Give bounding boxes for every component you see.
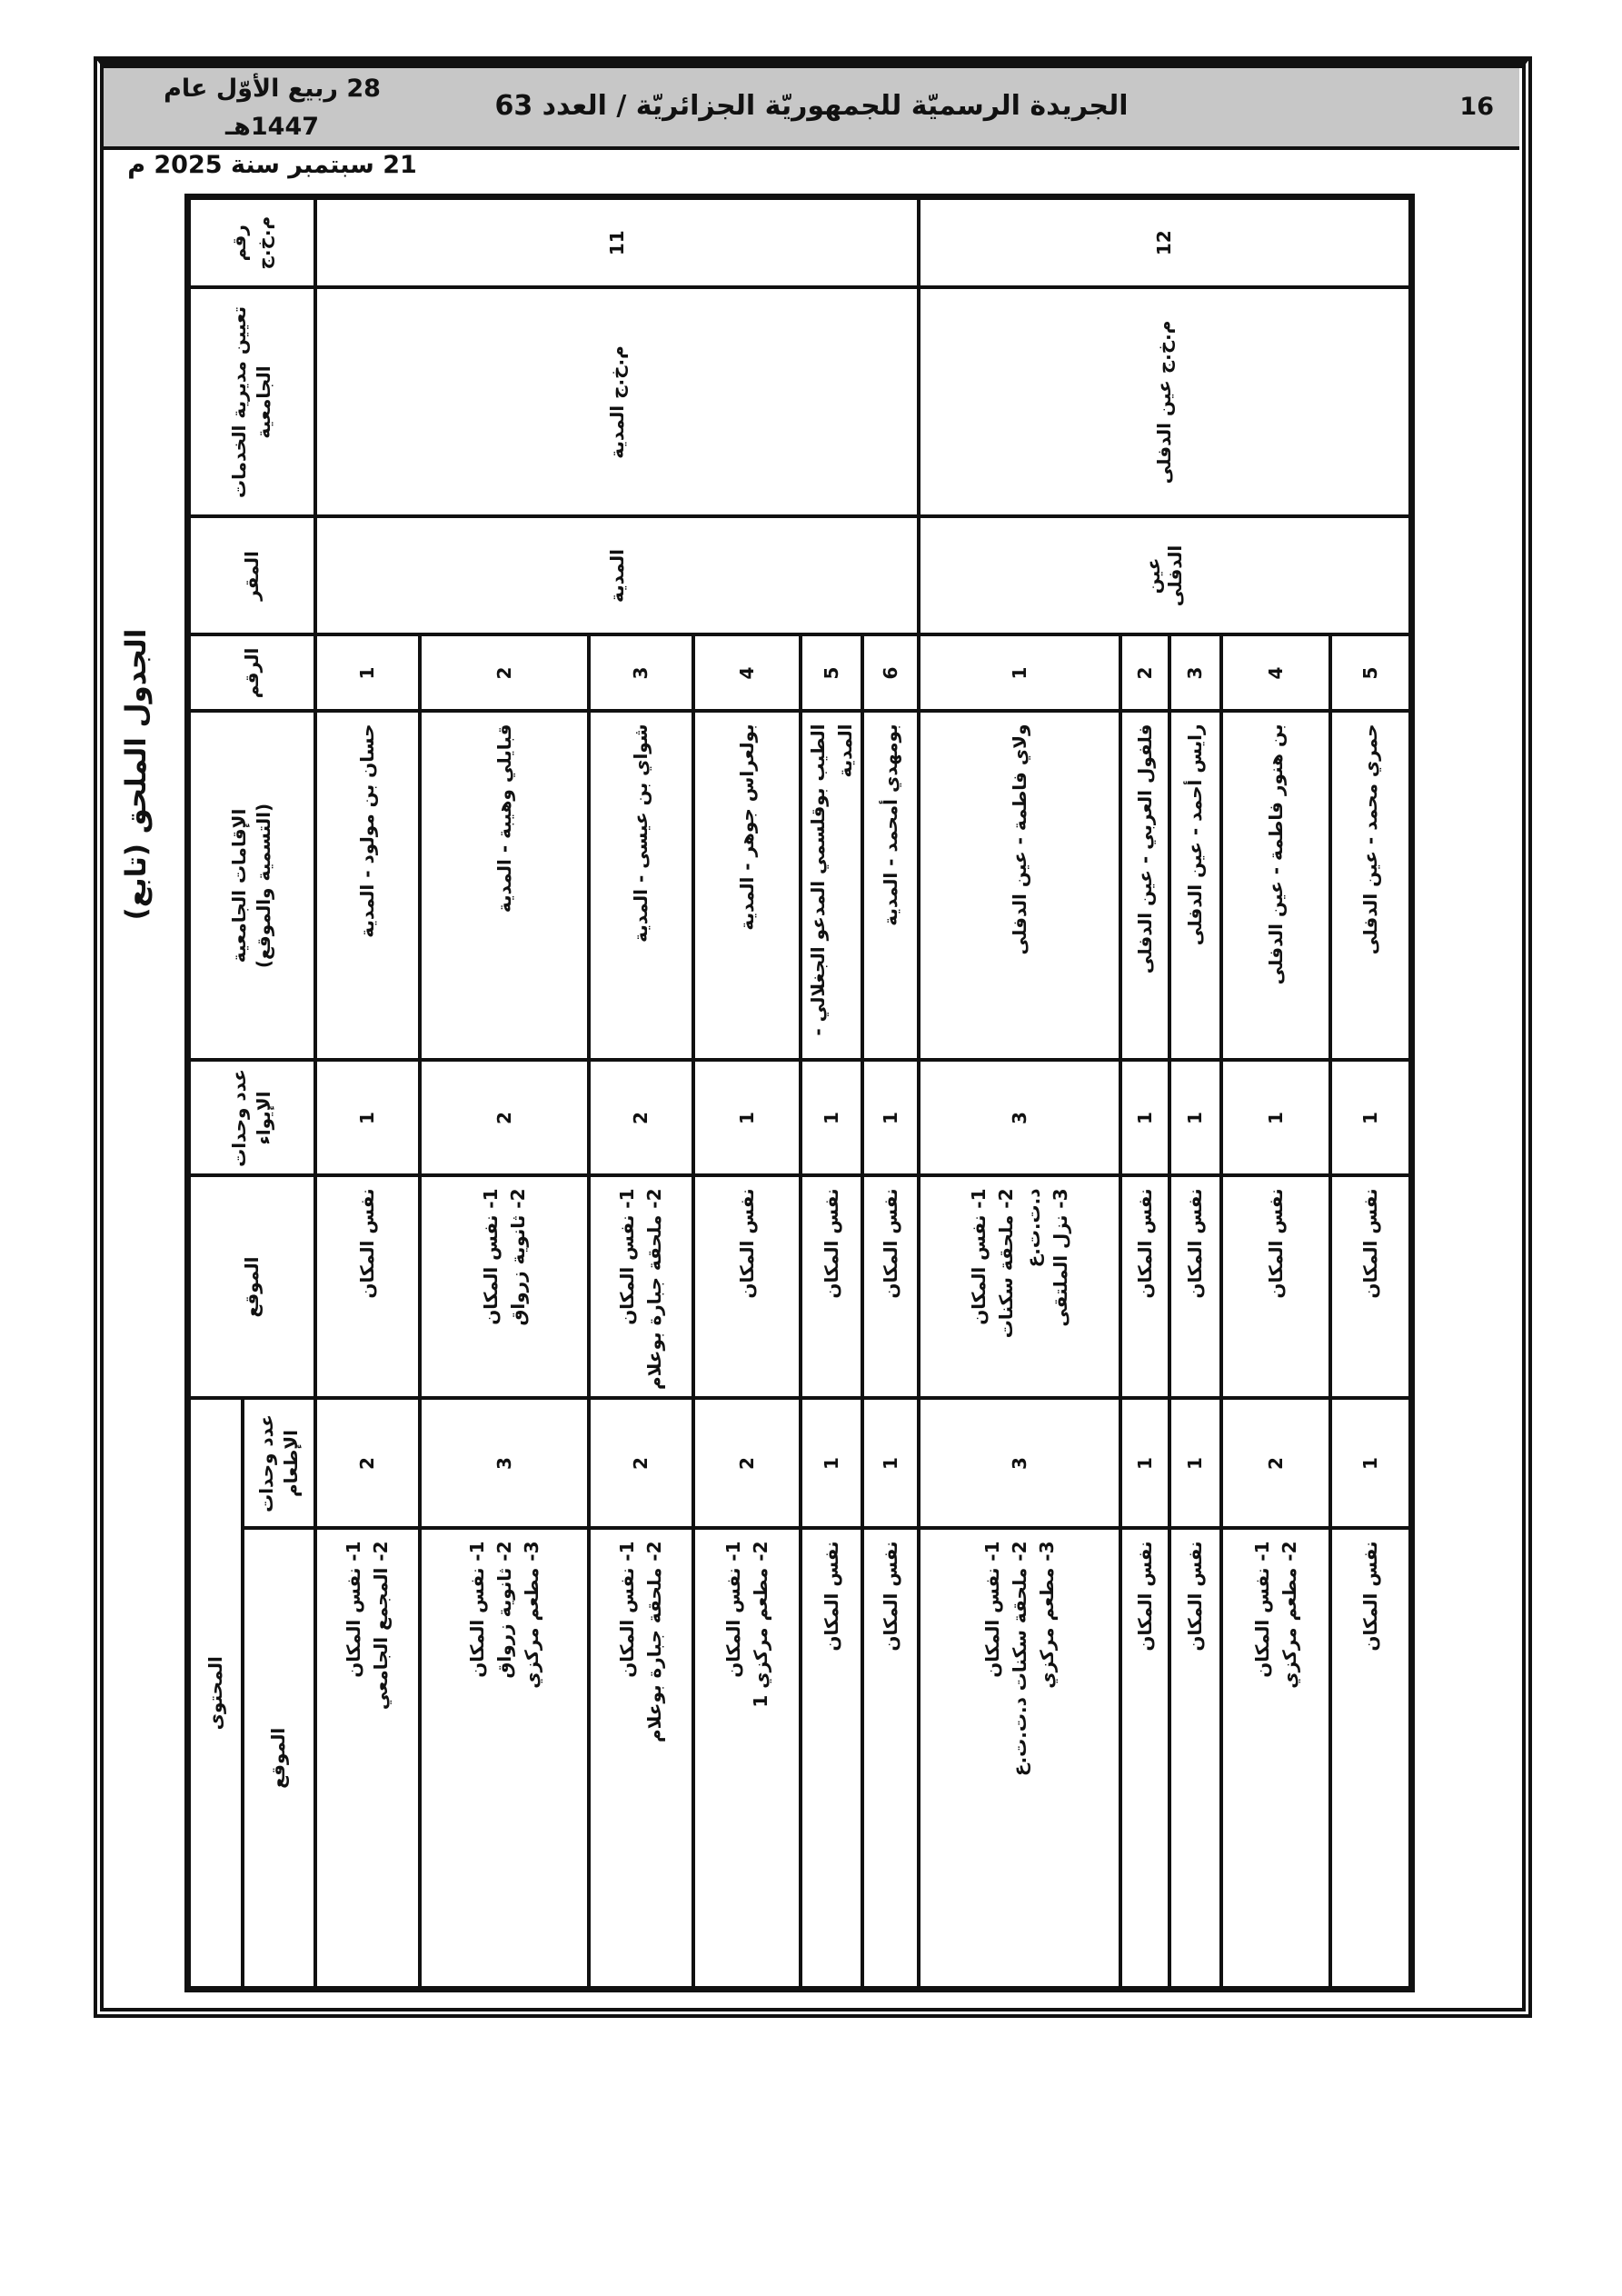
- cell-residence-name: بومهدي أمحمد - المدية: [861, 711, 919, 1061]
- cell-catering-units: 1: [1119, 1398, 1169, 1529]
- cell-residence-name: حمري محمد - عين الدفلى: [1329, 711, 1412, 1061]
- cell-accommodation-units: 1: [1220, 1060, 1330, 1176]
- cell-residence-number: 4: [692, 634, 801, 712]
- annex-table-wrapper: رقم م.خ.ج تعيين مديرية الخدمات الجامعية …: [184, 193, 1415, 1992]
- cell-accommodation-units: 1: [692, 1060, 801, 1176]
- cell-catering-units: 2: [1220, 1398, 1330, 1529]
- col-header-mkj-number: رقم م.خ.ج: [187, 196, 315, 288]
- cell-residence-number: 3: [588, 634, 693, 712]
- col-header-content-location: الموقع: [242, 1528, 315, 1990]
- cell-catering-units: 2: [314, 1398, 420, 1529]
- cell-accommodation-location: 1- نفس المكان 2- ثانوية زرواق: [419, 1175, 589, 1399]
- cell-accommodation-units: 1: [800, 1060, 862, 1176]
- col-header-directorate: تعيين مديرية الخدمات الجامعية: [187, 287, 315, 517]
- cell-accommodation-location: نفس المكان: [1329, 1175, 1412, 1399]
- cell-catering-location: 1- نفس المكان 2- المجمع الجامعي: [314, 1528, 420, 1990]
- col-header-number: الرقم: [187, 634, 315, 712]
- cell-catering-units: 1: [861, 1398, 919, 1529]
- cell-residence-number: 2: [419, 634, 589, 712]
- cell-residence-name: قبايلي وهيبة - المدية: [419, 711, 589, 1061]
- cell-catering-units: 2: [692, 1398, 801, 1529]
- cell-residence-number: 5: [800, 634, 862, 712]
- cell-catering-location: 1- نفس المكان 2- مطعم مركزي: [1220, 1528, 1330, 1990]
- page-frame: [94, 56, 1532, 2018]
- cell-catering-units: 2: [588, 1398, 693, 1529]
- cell-accommodation-location: نفس المكان: [314, 1175, 420, 1399]
- cell-directorate: م.خ.ج المدية: [314, 287, 919, 517]
- cell-residence-name: ولاي فاطمة - عين الدفلى: [918, 711, 1120, 1061]
- cell-residence-number: 1: [314, 634, 420, 712]
- cell-catering-location: نفس المكان: [1169, 1528, 1221, 1990]
- journal-title: الجريدة الرسميّة للجمهوريّة الجزائريّة /…: [494, 90, 1129, 122]
- cell-accommodation-location: نفس المكان: [1119, 1175, 1169, 1399]
- cell-residence-name: رايس أحمد - عين الدفلى: [1169, 711, 1221, 1061]
- cell-residence-number: 4: [1220, 634, 1330, 712]
- cell-residence-name: بولعراس جوهر - المدية: [692, 711, 801, 1061]
- cell-seat: عين الدفلى: [918, 516, 1412, 635]
- cell-accommodation-units: 2: [588, 1060, 693, 1176]
- hijri-date: 28 ربيع الأوّل عام 1447هـ: [164, 75, 381, 141]
- cell-accommodation-units: 2: [419, 1060, 589, 1176]
- cell-residence-number: 6: [861, 634, 919, 712]
- rotated-sheet: الجدول الملحق (تابع) رقم م.خ.ج تعيين مدي…: [107, 193, 1495, 1992]
- cell-catering-units: 1: [1169, 1398, 1221, 1529]
- cell-directorate: م.خ.ج عين الدفلى: [918, 287, 1412, 517]
- cell-catering-location: نفس المكان: [1119, 1528, 1169, 1990]
- cell-residence-number: 2: [1119, 634, 1169, 712]
- header-dates: 28 ربيع الأوّل عام 1447هـ 21 سبتمبر سنة …: [120, 70, 424, 185]
- page-header-band: 28 ربيع الأوّل عام 1447هـ 21 سبتمبر سنة …: [104, 68, 1519, 179]
- cell-residence-name: فلفول العربي - عين الدفلى: [1119, 711, 1169, 1061]
- col-header-accommodation-units: عدد وحدات الإيواء: [187, 1060, 315, 1176]
- cell-catering-units: 3: [918, 1398, 1120, 1529]
- table-row: 11 م.خ.ج المدية المدية 1 حسان بن مولود -…: [314, 196, 919, 1990]
- cell-accommodation-location: نفس المكان: [692, 1175, 801, 1399]
- col-header-seat: المقر: [187, 516, 315, 635]
- cell-accommodation-location: نفس المكان: [1169, 1175, 1221, 1399]
- cell-accommodation-units: 3: [918, 1060, 1120, 1176]
- cell-catering-location: 1- نفس المكان 2- مطعم مركزي 1: [692, 1528, 801, 1990]
- cell-accommodation-units: 1: [1119, 1060, 1169, 1176]
- col-header-catering-units: عدد وحدات الإطعام: [242, 1398, 315, 1529]
- gregorian-date: 21 سبتمبر سنة 2025 م: [127, 151, 417, 179]
- cell-accommodation-units: 1: [1169, 1060, 1221, 1176]
- cell-accommodation-units: 1: [1329, 1060, 1412, 1176]
- annex-table: رقم م.خ.ج تعيين مديرية الخدمات الجامعية …: [184, 193, 1415, 1992]
- cell-residence-name: حسان بن مولود - المدية: [314, 711, 420, 1061]
- col-header-residences: الإقامات الجامعية (التسمية والموقع): [187, 711, 315, 1061]
- cell-residence-name: الطيب بوقلسمي المدعو الجغلالي - المدية: [800, 711, 862, 1061]
- col-header-location: الموقع: [187, 1175, 315, 1399]
- cell-residence-number: 5: [1329, 634, 1412, 712]
- cell-catering-location: نفس المكان: [800, 1528, 862, 1990]
- cell-residence-number: 1: [918, 634, 1120, 712]
- cell-accommodation-units: 1: [861, 1060, 919, 1176]
- cell-catering-location: 1- نفس المكان 2- ملحقة جبارة بوعلام: [588, 1528, 693, 1990]
- cell-accommodation-location: 1- نفس المكان 2- ملحقة جبارة بوعلام: [588, 1175, 693, 1399]
- cell-catering-units: 1: [1329, 1398, 1412, 1529]
- annex-table-title: الجدول الملحق (تابع): [120, 628, 153, 921]
- cell-catering-units: 1: [800, 1398, 862, 1529]
- cell-catering-units: 3: [419, 1398, 589, 1529]
- cell-seat: المدية: [314, 516, 919, 635]
- page-number: 16: [1459, 93, 1494, 121]
- cell-group-number: 11: [314, 196, 919, 288]
- cell-residence-name: شواي بن عيسى - المدية: [588, 711, 693, 1061]
- cell-catering-location: 1- نفس المكان 2- ثانوية زرواق 3- مطعم مر…: [419, 1528, 589, 1990]
- cell-accommodation-location: نفس المكان: [861, 1175, 919, 1399]
- cell-residence-number: 3: [1169, 634, 1221, 712]
- cell-accommodation-location: نفس المكان: [1220, 1175, 1330, 1399]
- cell-residence-name: بن هنور فاطمة - عين الدفلى: [1220, 711, 1330, 1061]
- cell-accommodation-location: 1- نفس المكان 2- ملحقة سكنات د.ت.ت.ع 3- …: [918, 1175, 1120, 1399]
- cell-accommodation-units: 1: [314, 1060, 420, 1176]
- cell-group-number: 12: [918, 196, 1412, 288]
- cell-accommodation-location: نفس المكان: [800, 1175, 862, 1399]
- cell-catering-location: 1- نفس المكان 2- ملحقة سكنات د.ت.ت.ع 3- …: [918, 1528, 1120, 1990]
- cell-catering-location: نفس المكان: [861, 1528, 919, 1990]
- table-row: 12 م.خ.ج عين الدفلى عين الدفلى 1 ولاي فا…: [918, 196, 1412, 1990]
- col-header-content-group: المحتوى: [187, 1398, 243, 1990]
- header-row-1: رقم م.خ.ج تعيين مديرية الخدمات الجامعية …: [187, 196, 315, 1990]
- cell-catering-location: نفس المكان: [1329, 1528, 1412, 1990]
